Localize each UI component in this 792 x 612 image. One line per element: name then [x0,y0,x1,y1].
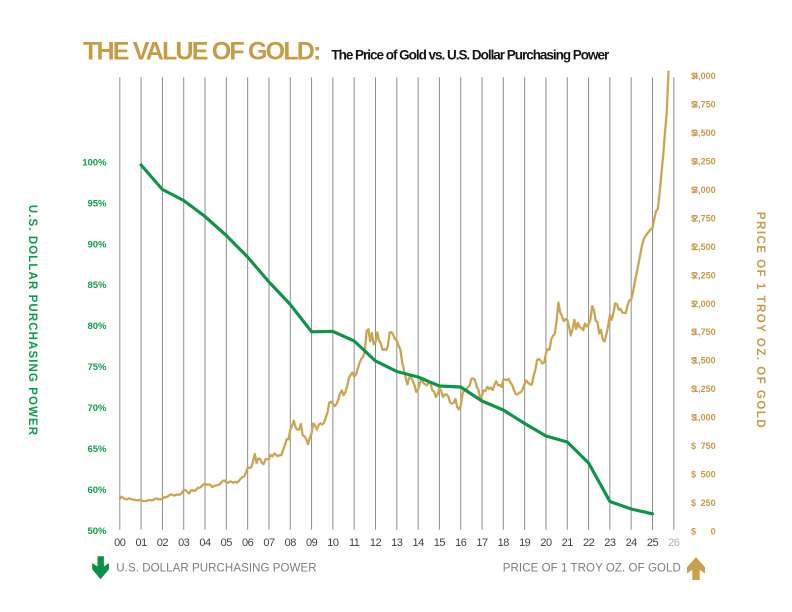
svg-text:2,250: 2,250 [693,270,716,280]
svg-text:$: $ [691,498,696,508]
svg-text:The Price of Gold vs. U.S. Dol: The Price of Gold vs. U.S. Dollar Purcha… [331,47,610,62]
svg-text:26: 26 [668,537,680,549]
svg-text:18: 18 [498,537,510,549]
svg-text:PRICE OF 1 TROY OZ. OF GOLD: PRICE OF 1 TROY OZ. OF GOLD [503,563,681,575]
svg-text:09: 09 [306,537,318,549]
svg-text:25: 25 [647,537,659,549]
svg-text:$: $ [691,100,696,110]
svg-text:$: $ [691,71,696,81]
svg-text:$: $ [691,157,696,167]
svg-text:85%: 85% [87,280,107,291]
svg-text:75%: 75% [87,362,107,373]
svg-text:15: 15 [434,537,446,549]
svg-text:750: 750 [701,441,716,451]
svg-text:20: 20 [540,537,552,549]
svg-text:70%: 70% [87,403,107,414]
svg-text:3,250: 3,250 [693,157,716,167]
svg-text:2,750: 2,750 [693,214,716,224]
svg-text:$: $ [691,299,696,309]
svg-text:$: $ [691,242,696,252]
svg-text:100%: 100% [82,157,107,168]
svg-text:24: 24 [626,537,638,549]
svg-text:U.S. DOLLAR PURCHASING POWER: U.S. DOLLAR PURCHASING POWER [26,205,38,436]
svg-text:80%: 80% [87,321,107,332]
svg-text:$: $ [691,185,696,195]
svg-text:$: $ [691,441,696,451]
svg-text:$: $ [691,413,696,423]
svg-text:12: 12 [370,537,382,549]
svg-text:3,000: 3,000 [693,185,716,195]
svg-text:U.S. DOLLAR PURCHASING POWER: U.S. DOLLAR PURCHASING POWER [116,563,316,575]
svg-text:$: $ [691,214,696,224]
svg-text:19: 19 [519,537,531,549]
svg-text:60%: 60% [87,485,107,496]
svg-text:$: $ [691,356,696,366]
svg-text:3,500: 3,500 [693,128,716,138]
svg-text:4,000: 4,000 [693,71,716,81]
svg-text:500: 500 [701,469,716,479]
svg-text:0: 0 [711,526,716,536]
svg-text:90%: 90% [87,239,107,250]
svg-text:17: 17 [476,537,488,549]
svg-text:13: 13 [391,537,403,549]
svg-text:05: 05 [221,537,233,549]
svg-text:1,250: 1,250 [693,384,716,394]
svg-text:06: 06 [242,537,254,549]
svg-text:23: 23 [604,537,616,549]
svg-text:$: $ [691,469,696,479]
svg-text:02: 02 [157,537,169,549]
svg-text:$: $ [691,384,696,394]
svg-text:$: $ [691,327,696,337]
svg-text:16: 16 [455,537,467,549]
svg-text:14: 14 [412,537,424,549]
svg-text:$: $ [691,270,696,280]
svg-text:03: 03 [178,537,190,549]
svg-text:3,750: 3,750 [693,100,716,110]
svg-text:08: 08 [285,537,297,549]
svg-text:95%: 95% [87,198,107,209]
svg-text:THE VALUE OF GOLD:: THE VALUE OF GOLD: [83,38,320,66]
svg-text:1,000: 1,000 [693,413,716,423]
svg-text:65%: 65% [87,444,107,455]
svg-text:2,500: 2,500 [693,242,716,252]
svg-text:$: $ [691,128,696,138]
svg-text:1,750: 1,750 [693,327,716,337]
svg-text:PRICE OF 1 TROY OZ. OF GOLD: PRICE OF 1 TROY OZ. OF GOLD [754,212,766,429]
svg-text:21: 21 [562,537,574,549]
svg-text:10: 10 [327,537,339,549]
svg-text:07: 07 [263,537,275,549]
svg-text:250: 250 [701,498,716,508]
svg-text:22: 22 [583,537,595,549]
svg-text:04: 04 [199,537,211,549]
svg-text:11: 11 [349,537,360,549]
svg-text:$: $ [691,526,696,536]
svg-text:01: 01 [135,537,147,549]
svg-text:50%: 50% [87,526,107,537]
svg-text:00: 00 [114,537,126,549]
svg-text:1,500: 1,500 [693,356,716,366]
svg-text:2,000: 2,000 [693,299,716,309]
